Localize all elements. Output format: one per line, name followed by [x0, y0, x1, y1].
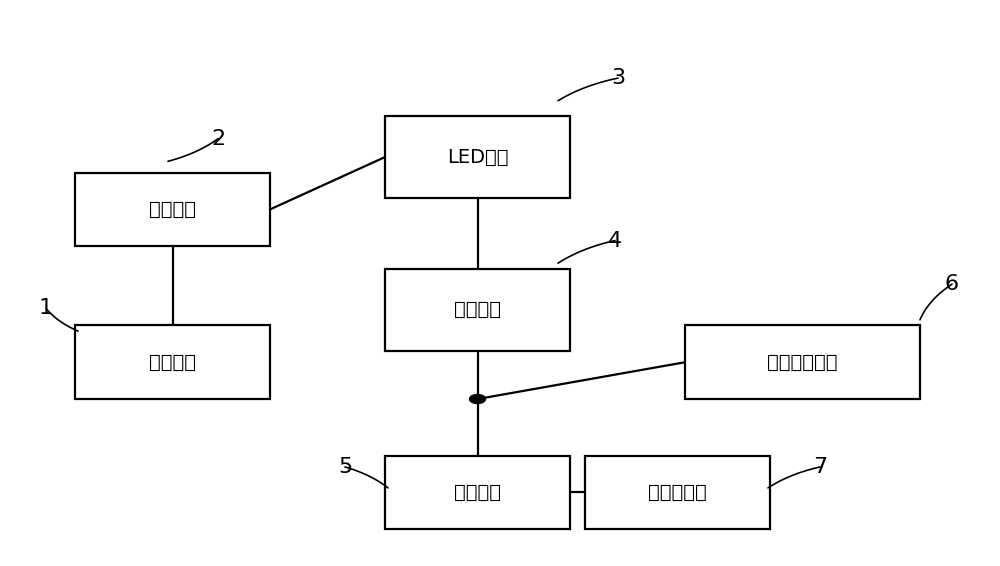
- Text: 开关模块: 开关模块: [454, 301, 501, 319]
- Bar: [385, 269, 570, 351]
- Text: 6: 6: [945, 274, 959, 294]
- Bar: [75, 325, 270, 399]
- Text: 5: 5: [338, 457, 352, 477]
- Text: 3: 3: [611, 68, 625, 88]
- Bar: [585, 456, 770, 529]
- Text: 压控电流源: 压控电流源: [648, 483, 707, 502]
- Text: 7: 7: [813, 457, 827, 477]
- Text: 2: 2: [211, 128, 225, 149]
- Text: LED阵列: LED阵列: [447, 148, 508, 166]
- Circle shape: [470, 395, 486, 404]
- Bar: [385, 116, 570, 198]
- Text: 驱动电源芯片: 驱动电源芯片: [767, 353, 838, 372]
- Bar: [75, 173, 270, 246]
- Text: 采样模块: 采样模块: [454, 483, 501, 502]
- Bar: [385, 456, 570, 529]
- Text: 1: 1: [39, 298, 53, 319]
- Bar: [685, 325, 920, 399]
- Text: 整流模块: 整流模块: [149, 200, 196, 219]
- Text: 交流电源: 交流电源: [149, 353, 196, 372]
- Text: 4: 4: [608, 230, 622, 251]
